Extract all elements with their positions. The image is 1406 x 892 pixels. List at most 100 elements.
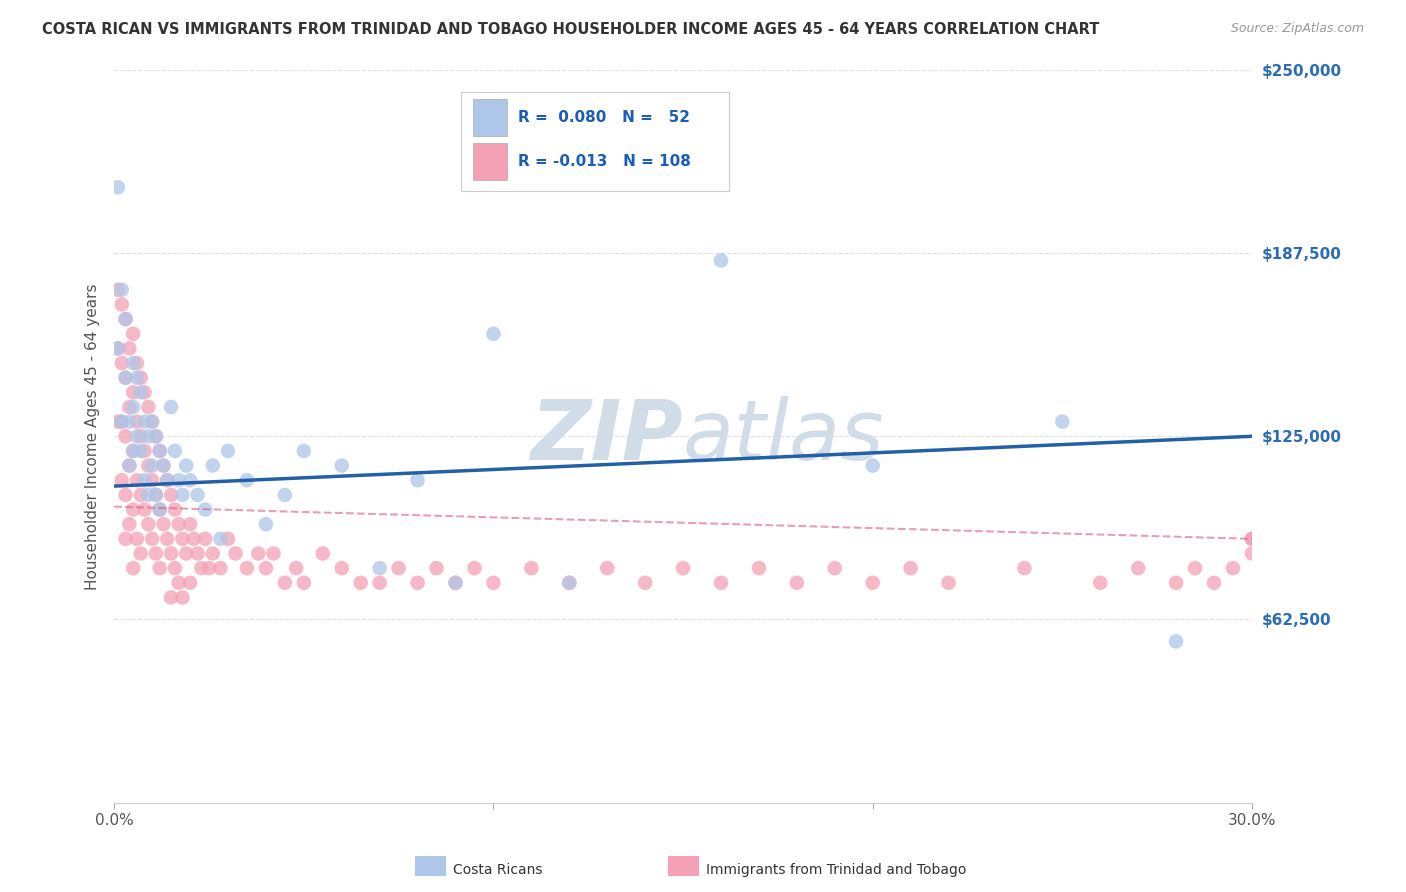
Point <box>111 415 134 429</box>
Point <box>129 488 152 502</box>
Point <box>134 502 156 516</box>
Point <box>160 591 183 605</box>
Point <box>136 458 159 473</box>
Point <box>900 561 922 575</box>
FancyBboxPatch shape <box>472 144 506 180</box>
Text: COSTA RICAN VS IMMIGRANTS FROM TRINIDAD AND TOBAGO HOUSEHOLDER INCOME AGES 45 - : COSTA RICAN VS IMMIGRANTS FROM TRINIDAD … <box>42 22 1099 37</box>
Point <box>114 532 136 546</box>
Point <box>129 429 152 443</box>
Text: Source: ZipAtlas.com: Source: ZipAtlas.com <box>1230 22 1364 36</box>
Point <box>152 458 174 473</box>
Point <box>136 517 159 532</box>
Point <box>520 561 543 575</box>
Point <box>368 575 391 590</box>
Point <box>194 502 217 516</box>
Point <box>862 575 884 590</box>
Point <box>862 458 884 473</box>
Point <box>114 312 136 326</box>
Point <box>156 473 179 487</box>
Point <box>672 561 695 575</box>
Point <box>145 429 167 443</box>
Point <box>1014 561 1036 575</box>
Point <box>388 561 411 575</box>
Point <box>1240 532 1263 546</box>
Point <box>198 561 221 575</box>
Point <box>111 297 134 311</box>
Point <box>285 561 308 575</box>
Point <box>122 561 145 575</box>
Point <box>125 370 148 384</box>
Text: R =  0.080   N =   52: R = 0.080 N = 52 <box>517 111 690 125</box>
Point <box>129 370 152 384</box>
Point <box>163 502 186 516</box>
Point <box>824 561 846 575</box>
Point <box>179 473 201 487</box>
Point <box>167 473 190 487</box>
Point <box>596 561 619 575</box>
Point <box>710 575 733 590</box>
Point <box>145 546 167 560</box>
Point <box>149 444 172 458</box>
Point <box>118 415 141 429</box>
Point <box>134 415 156 429</box>
Point <box>1184 561 1206 575</box>
Point <box>134 473 156 487</box>
Point <box>167 517 190 532</box>
Point <box>114 312 136 326</box>
Point <box>217 532 239 546</box>
Point <box>114 370 136 384</box>
Point <box>172 488 194 502</box>
Point <box>114 488 136 502</box>
Point <box>187 488 209 502</box>
Point <box>145 488 167 502</box>
FancyBboxPatch shape <box>472 99 506 136</box>
Point <box>183 532 205 546</box>
Point <box>174 546 197 560</box>
Point <box>710 253 733 268</box>
Point <box>172 532 194 546</box>
Point <box>156 532 179 546</box>
Point <box>118 517 141 532</box>
Point <box>274 488 297 502</box>
Point <box>938 575 960 590</box>
Point <box>254 561 277 575</box>
Point <box>122 385 145 400</box>
Point <box>141 415 163 429</box>
Point <box>225 546 247 560</box>
Point <box>634 575 657 590</box>
Point <box>163 561 186 575</box>
Point <box>482 575 505 590</box>
Point <box>330 561 353 575</box>
Point <box>1240 532 1263 546</box>
Point <box>125 429 148 443</box>
Point <box>134 444 156 458</box>
Point <box>141 473 163 487</box>
Point <box>247 546 270 560</box>
Point <box>152 458 174 473</box>
Point <box>118 400 141 414</box>
Point <box>145 488 167 502</box>
Point <box>482 326 505 341</box>
Y-axis label: Householder Income Ages 45 - 64 years: Householder Income Ages 45 - 64 years <box>86 283 100 590</box>
Point <box>292 575 315 590</box>
Point <box>179 575 201 590</box>
Point <box>125 532 148 546</box>
Point <box>141 458 163 473</box>
Point <box>141 415 163 429</box>
Point <box>122 326 145 341</box>
Point <box>463 561 485 575</box>
Point <box>558 575 581 590</box>
Point <box>368 561 391 575</box>
Point <box>107 415 129 429</box>
Point <box>149 502 172 516</box>
Point <box>107 342 129 356</box>
Point <box>125 356 148 370</box>
Point <box>122 444 145 458</box>
Point <box>236 473 259 487</box>
Point <box>114 370 136 384</box>
Point <box>174 458 197 473</box>
Text: Costa Ricans: Costa Ricans <box>453 863 543 877</box>
Point <box>201 546 224 560</box>
Point <box>125 473 148 487</box>
Point <box>209 532 232 546</box>
